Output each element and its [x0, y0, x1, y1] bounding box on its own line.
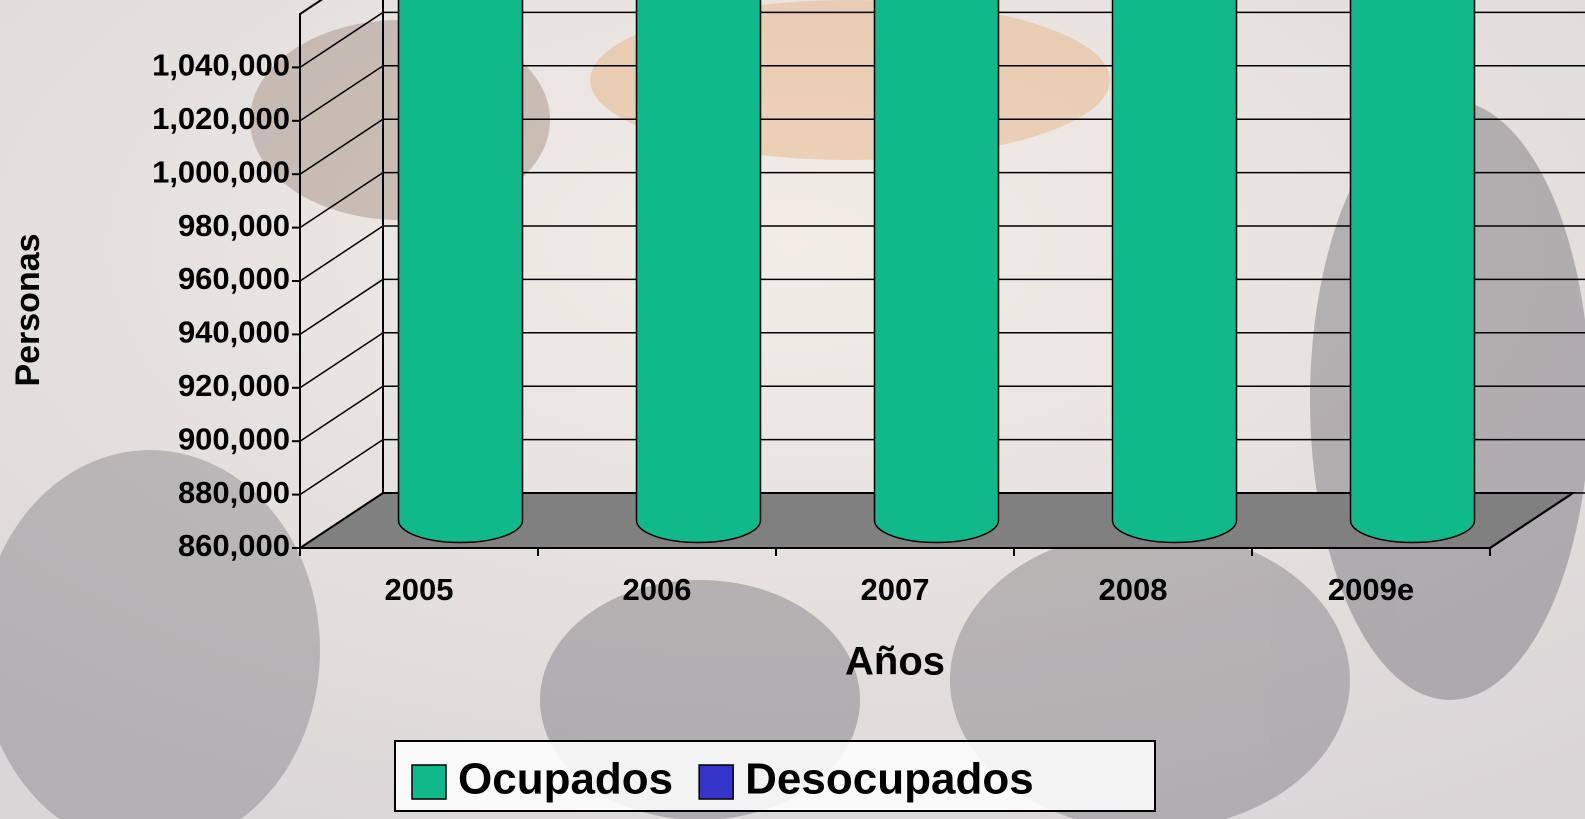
y-tick-label: 1,040,000	[152, 48, 290, 83]
x-tick-label: 2006	[623, 572, 692, 607]
y-tick-label: 860,000	[178, 528, 290, 563]
y-tick-label: 940,000	[178, 315, 290, 350]
y-tick-label: 980,000	[178, 208, 290, 243]
x-axis-title: Años	[845, 640, 945, 684]
legend-swatch	[699, 765, 733, 799]
legend-label: Ocupados	[458, 755, 673, 804]
y-axis-title: Personas	[9, 233, 47, 386]
y-tick-label: 1,020,000	[152, 101, 290, 136]
x-tick-label: 2008	[1099, 572, 1168, 607]
bar-segment	[399, 0, 523, 542]
x-tick-label: 2005	[385, 572, 454, 607]
y-tick-label: 960,000	[178, 261, 290, 296]
chart: Personas Años 860,000 880,000 900,000 920,0…	[0, 0, 1585, 819]
y-tick-label: 880,000	[178, 475, 290, 510]
bar-segment	[875, 0, 999, 542]
bar-segment	[1113, 0, 1237, 543]
x-tick-label: 2009e	[1328, 572, 1414, 607]
x-tick-label: 2007	[861, 572, 930, 607]
y-tick-label: 1,000,000	[152, 154, 290, 189]
bar-segment	[637, 0, 761, 543]
legend-swatch	[412, 765, 446, 799]
y-tick-label: 920,000	[178, 368, 290, 403]
legend-label: Desocupados	[745, 755, 1034, 804]
y-tick-label: 900,000	[178, 421, 290, 456]
bar-segment	[1351, 0, 1475, 543]
